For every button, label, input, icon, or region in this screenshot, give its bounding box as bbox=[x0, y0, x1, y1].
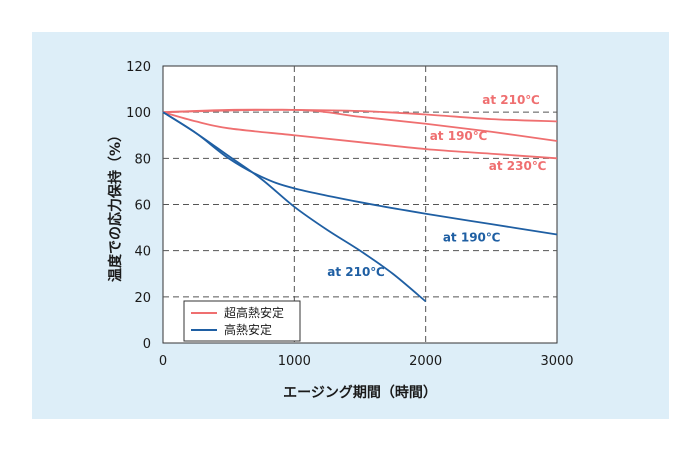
annotation-layer: at 210℃ at 190℃ at 230℃ at 190℃ at 210℃ bbox=[327, 93, 546, 279]
legend-label-super-high-heat: 超高熱安定 bbox=[224, 305, 284, 320]
y-tick-label: 60 bbox=[134, 199, 151, 214]
series-annotation: at 210℃ bbox=[482, 93, 540, 107]
y-tick-label: 0 bbox=[143, 337, 151, 352]
series-line-2 bbox=[162, 111, 558, 160]
x-tick-label: 1000 bbox=[278, 354, 311, 369]
y-tick-label: 80 bbox=[134, 152, 151, 167]
series-annotation: at 190℃ bbox=[443, 230, 501, 244]
y-axis-title: 温度での応力保持（%） bbox=[107, 128, 124, 282]
series-annotation: at 230℃ bbox=[489, 159, 547, 173]
series-annotation: at 190℃ bbox=[430, 129, 488, 143]
legend-label-high-heat: 高熱安定 bbox=[224, 322, 272, 337]
legend-box bbox=[183, 300, 301, 342]
y-tick-label: 100 bbox=[126, 106, 151, 121]
y-tick-label: 20 bbox=[134, 291, 151, 306]
series-line-1 bbox=[162, 108, 558, 142]
series-layer bbox=[162, 108, 558, 303]
x-tick-label: 2000 bbox=[409, 354, 442, 369]
x-tick-label: 0 bbox=[159, 354, 167, 369]
ticks-layer: 0 1000 2000 3000 0 20 40 60 80 100 120 bbox=[126, 60, 573, 369]
y-tick-label: 120 bbox=[126, 60, 151, 75]
legend: 超高熱安定 高熱安定 bbox=[183, 300, 301, 342]
x-tick-label: 3000 bbox=[540, 354, 573, 369]
series-line-4 bbox=[162, 111, 427, 303]
x-axis-title: エージング期間（時間） bbox=[283, 384, 437, 401]
y-tick-label: 40 bbox=[134, 245, 151, 260]
series-annotation: at 210℃ bbox=[327, 265, 385, 279]
